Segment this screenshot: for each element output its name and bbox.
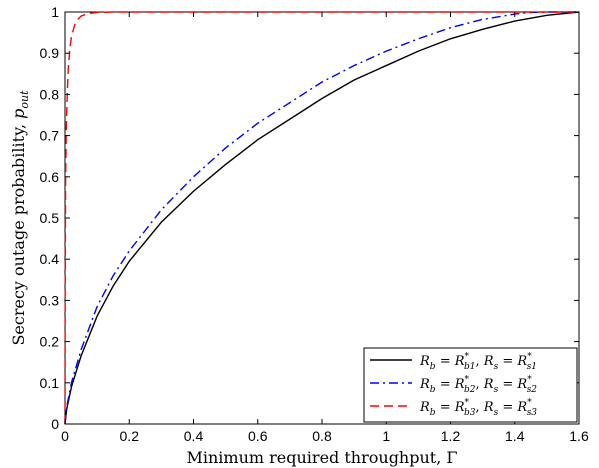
y-tick-label: 0.9 xyxy=(40,45,60,61)
y-tick-label: 1 xyxy=(51,4,59,20)
series-line-3 xyxy=(64,11,579,425)
y-tick-label: 0.4 xyxy=(40,251,60,267)
legend-label-3: Rb = R* b3, Rs = R* s3 xyxy=(419,398,537,418)
x-tick-label: 1.2 xyxy=(441,428,461,444)
tick-layer: 0 0.2 0.4 0.6 0.8 1 1.2 1.4 1.6 0 0.1 0.2 0.3 0.4 0.5 0… xyxy=(40,4,589,444)
x-tick-label: 1.4 xyxy=(505,428,525,444)
y-tick-label: 0.2 xyxy=(40,334,60,350)
y-axis-title-symbol: p xyxy=(9,109,28,119)
x-tick-label: 0.8 xyxy=(312,428,332,444)
series-layer xyxy=(64,11,580,425)
y-axis-title: Secrecy outage probability, pout xyxy=(9,90,31,346)
x-tick-label: 1.6 xyxy=(569,428,589,444)
y-tick-label: 0.5 xyxy=(40,210,60,226)
legend-entries: Rb = R* b1, Rs = R* s1 Rb = R* b2, Rs = R* s2… xyxy=(370,352,537,418)
legend-label-2: Rb = R* b2, Rs = R* s2 xyxy=(419,375,537,395)
legend-label-1: Rb = R* b1, Rs = R* s1 xyxy=(419,352,537,372)
legend: Rb = R* b1, Rs = R* s1 Rb = R* b2, Rs = R* s2… xyxy=(363,347,578,423)
y-tick-label: 0.7 xyxy=(40,128,60,144)
y-tick-label: 0 xyxy=(51,416,59,432)
y-axis-title-text: Secrecy outage probability, xyxy=(9,119,28,346)
x-tick-label: 0.6 xyxy=(248,428,268,444)
series-line-2 xyxy=(64,11,579,425)
y-axis-title-subscript: out xyxy=(18,90,31,109)
plot-area: 0 0.2 0.4 0.6 0.8 1 1.2 1.4 1.6 0 0.1 0.2 0.3 0.4 0.5 0… xyxy=(40,4,589,444)
series-line-1 xyxy=(64,11,580,425)
y-tick-label: 0.3 xyxy=(40,292,60,308)
x-axis-title-text: Minimum required throughput, xyxy=(186,448,446,467)
x-axis-title-symbol: Γ xyxy=(446,448,457,467)
y-tick-label: 0.6 xyxy=(40,169,60,185)
x-axis-title: Minimum required throughput, Γ xyxy=(186,448,457,467)
x-tick-label: 0 xyxy=(61,428,69,444)
x-tick-label: 0.4 xyxy=(184,428,204,444)
x-tick-label: 1 xyxy=(382,428,390,444)
x-tick-label: 0.2 xyxy=(120,428,140,444)
y-tick-label: 0.8 xyxy=(40,86,60,102)
y-tick-label: 0.1 xyxy=(40,375,60,391)
